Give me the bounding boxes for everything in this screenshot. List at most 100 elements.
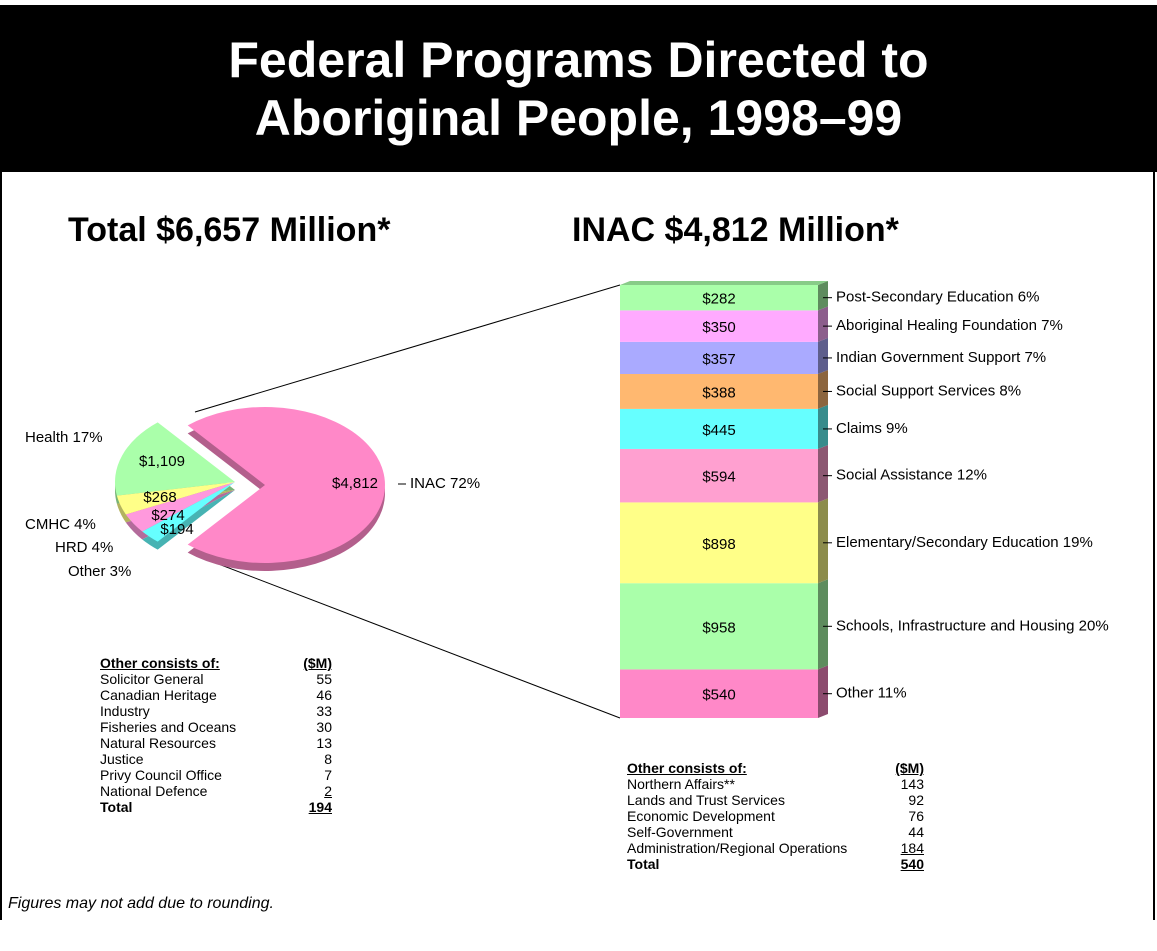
table-cell: Administration/Regional Operations: [627, 840, 848, 856]
bar-side: [818, 281, 828, 311]
table-cell: 8: [324, 751, 332, 767]
bar-segment: [620, 310, 818, 342]
slice-label: HRD 4%: [55, 539, 113, 556]
table-row: Northern Affairs** 143: [627, 776, 924, 792]
bar-segment: [620, 669, 818, 718]
table-row: Other consists of: ($M): [627, 760, 924, 776]
segment-label: Aboriginal Healing Foundation 7%: [836, 317, 1063, 334]
pie-slice: [187, 407, 385, 564]
table-row: Total 540: [627, 856, 924, 872]
value-label: $194: [160, 521, 193, 538]
value-label: $4,812: [332, 475, 378, 492]
value-label: $445: [702, 422, 735, 439]
table-cell: Industry: [100, 703, 150, 719]
bar-segment: [620, 502, 818, 584]
table-row: Canadian Heritage 46: [100, 687, 332, 703]
table-cell: Total: [100, 799, 133, 815]
table-row: Natural Resources 13: [100, 735, 332, 751]
table-cell: Solicitor General: [100, 671, 204, 687]
value-label: $350: [702, 319, 735, 336]
value-label: $958: [702, 619, 735, 636]
bar-title: INAC $4,812 Million*: [572, 211, 900, 249]
table-row: Fisheries and Oceans 30: [100, 719, 332, 735]
segment-label: Indian Government Support 7%: [836, 349, 1046, 366]
table-cell: Other consists of:: [100, 655, 220, 671]
title-band: Federal Programs Directed to Aboriginal …: [0, 5, 1157, 172]
table-cell: Justice: [100, 751, 144, 767]
pie-slice: [115, 422, 235, 496]
table-cell: 92: [908, 792, 924, 808]
slice-label: INAC 72%: [410, 475, 480, 492]
frame: [0, 5, 1155, 920]
table-cell: Privy Council Office: [100, 767, 222, 783]
footnote: Figures may not add due to rounding.: [8, 895, 274, 912]
segment-label: Social Assistance 12%: [836, 467, 987, 484]
bar-side: [818, 444, 828, 503]
table-cell: Natural Resources: [100, 735, 216, 751]
bar-side: [818, 369, 828, 409]
leader-line: [194, 284, 621, 413]
bar-side: [818, 665, 828, 718]
pie-slice: [142, 482, 235, 542]
table-cell: Lands and Trust Services: [627, 792, 785, 808]
table-cell: 194: [308, 799, 332, 815]
table: Other consists of: ($M) Solicitor General 5…: [100, 655, 332, 815]
table-cell: Fisheries and Oceans: [100, 719, 237, 735]
table-cell: Northern Affairs**: [627, 776, 735, 792]
pie-title: Total $6,657 Million*: [68, 211, 391, 249]
value-label: $388: [702, 384, 735, 401]
segment-label: Other 11%: [836, 685, 907, 702]
table-row: Administration/Regional Operations 184: [627, 840, 924, 856]
table: Other consists of: ($M) Northern Affairs**…: [627, 760, 924, 872]
value-label: $898: [702, 536, 735, 553]
value-label: $282: [702, 291, 735, 308]
bar-segment: [620, 408, 818, 449]
table-cell: ($M): [303, 655, 332, 671]
table-row: Solicitor General 55: [100, 671, 332, 687]
table-row: Lands and Trust Services 92: [627, 792, 924, 808]
table-row: Justice 8: [100, 751, 332, 767]
segment-label: Elementary/Secondary Education 19%: [836, 534, 1093, 551]
table-cell: Canadian Heritage: [100, 687, 217, 703]
table-cell: 184: [900, 840, 924, 856]
table-cell: 2: [324, 783, 332, 799]
value-label: $540: [702, 687, 735, 704]
bar-side: [818, 579, 828, 670]
table-cell: 46: [316, 687, 332, 703]
table-row: Self-Government 44: [627, 824, 924, 840]
bar-segment: [620, 583, 818, 670]
bar-segment: [620, 341, 818, 374]
leader-line: [194, 554, 621, 719]
table-row: Industry 33: [100, 703, 332, 719]
value-label: $274: [151, 507, 184, 524]
table-cell: National Defence: [100, 783, 208, 799]
segment-label: Post-Secondary Education 6%: [836, 289, 1039, 306]
table-cell: Economic Development: [627, 808, 775, 824]
slice-label: Health 17%: [25, 429, 103, 446]
table-cell: 76: [908, 808, 924, 824]
table-cell: 7: [324, 767, 332, 783]
slice-label: Other 3%: [68, 563, 131, 580]
pie-slice: [125, 482, 235, 532]
bar-segment: [620, 448, 818, 503]
bar-side: [818, 306, 828, 342]
table-row: Privy Council Office 7: [100, 767, 332, 783]
table-cell: 44: [908, 824, 924, 840]
table-row: Total 194: [100, 799, 332, 815]
value-label: $357: [702, 351, 735, 368]
bar-side: [818, 498, 828, 584]
bar-side: [818, 404, 828, 449]
table-row: Economic Development 76: [627, 808, 924, 824]
pie-slice: [116, 482, 235, 515]
value-label: $268: [143, 489, 176, 506]
table-cell: Other consists of:: [627, 760, 747, 776]
table-cell: ($M): [895, 760, 924, 776]
bar-segment: [620, 373, 818, 409]
table-cell: 143: [900, 776, 924, 792]
table-cell: Total: [627, 856, 660, 872]
bar-segment: [620, 285, 818, 311]
bar-side: [818, 337, 828, 374]
table-cell: 13: [316, 735, 332, 751]
